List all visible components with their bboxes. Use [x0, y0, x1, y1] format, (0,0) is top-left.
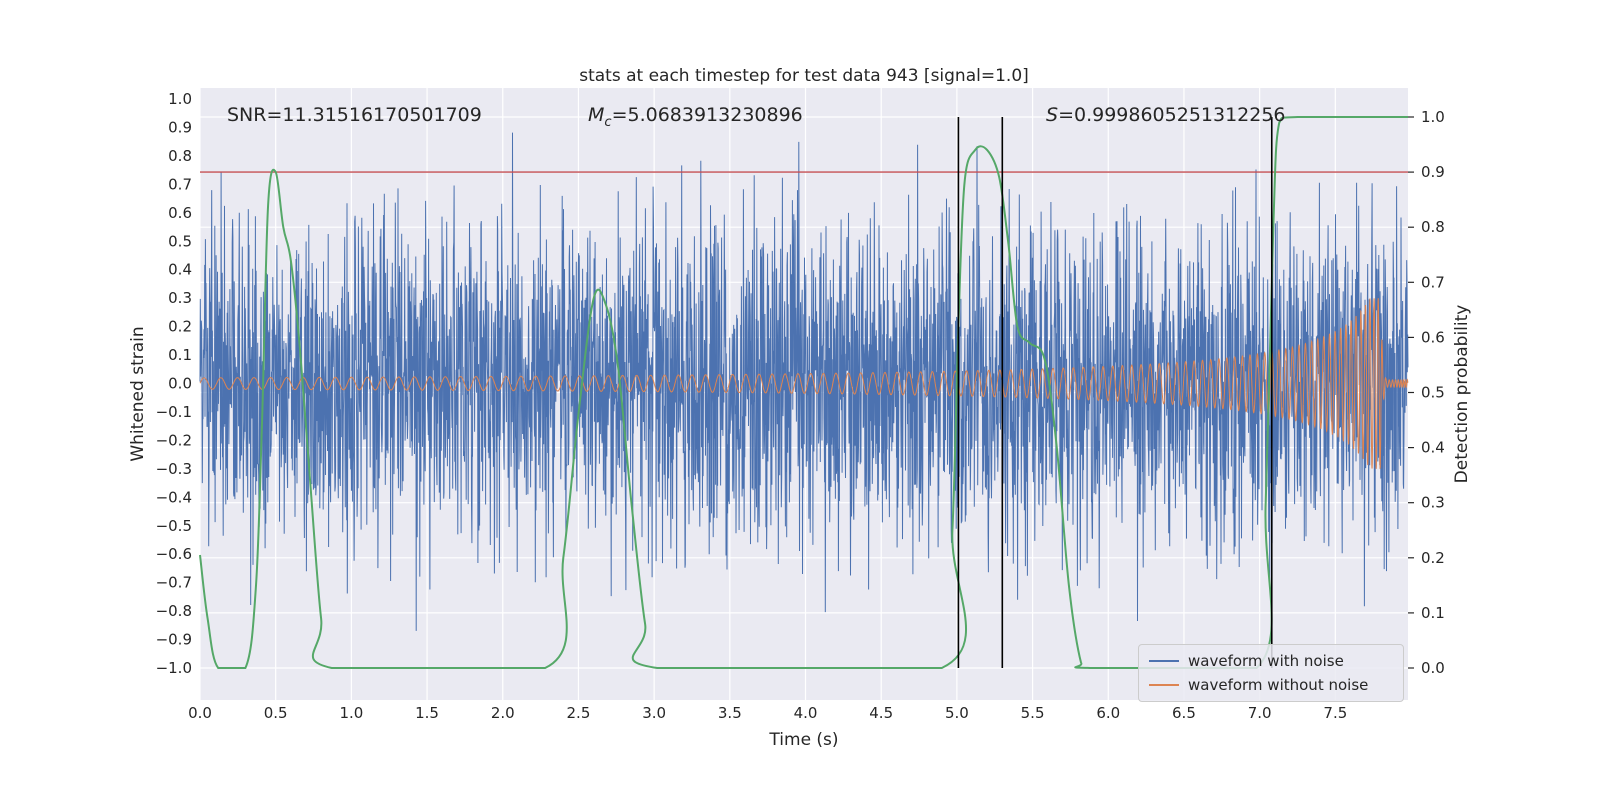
tick-label: 3.0 — [642, 704, 666, 722]
tick-label: 0.9 — [168, 118, 192, 136]
tick-label: 0.3 — [168, 289, 192, 307]
tick-label: 0.1 — [1421, 604, 1445, 622]
tick-label: 0.5 — [1421, 384, 1445, 402]
tick-label: 5.5 — [1021, 704, 1045, 722]
y-axis-label-right: Detection probability — [1452, 304, 1472, 484]
tick-label: 7.0 — [1248, 704, 1272, 722]
tick-label: 3.5 — [718, 704, 742, 722]
tick-label: 4.5 — [869, 704, 893, 722]
tick-label: 0.9 — [1421, 163, 1445, 181]
annotation-mc-symbol: M — [588, 104, 605, 126]
annotation-chirp-mass: Mc=5.0683913230896 — [588, 104, 803, 130]
annotation-s-symbol: S — [1046, 104, 1059, 126]
tick-label: −0.3 — [156, 460, 192, 478]
probability-series — [199, 115, 1408, 670]
annotation-s-value: =0.9998605251312256 — [1058, 104, 1286, 126]
annotation-snr: SNR=11.31516170501709 — [227, 104, 482, 126]
tick-label: 0.4 — [1421, 439, 1445, 457]
tick-label: −0.2 — [156, 431, 192, 449]
tick-label: 6.0 — [1096, 704, 1120, 722]
tick-label: 0.5 — [264, 704, 288, 722]
tick-label: −0.8 — [156, 602, 192, 620]
legend-line-swatch-orange — [1149, 684, 1179, 686]
tick-label: 0.6 — [168, 204, 192, 222]
tick-label: −0.9 — [156, 631, 192, 649]
tick-label: 0.7 — [168, 175, 192, 193]
tick-label: 0.8 — [168, 147, 192, 165]
tick-label: 0.0 — [1421, 659, 1445, 677]
tick-label: 0.3 — [1421, 494, 1445, 512]
annotation-mc-subscript: c — [604, 114, 612, 130]
x-axis-label: Time (s) — [769, 730, 839, 750]
legend: waveform with noise waveform without noi… — [1138, 644, 1404, 702]
tick-label: −0.5 — [156, 517, 192, 535]
tick-label: 1.0 — [168, 90, 192, 108]
tick-label: 0.0 — [168, 375, 192, 393]
tick-label: 0.2 — [168, 318, 192, 336]
annotation-mc-value: =5.0683913230896 — [611, 104, 803, 126]
tick-label: −0.4 — [156, 488, 192, 506]
tick-label: −1.0 — [156, 659, 192, 677]
annotation-snr-text: SNR=11.31516170501709 — [227, 104, 482, 126]
tick-label: 2.5 — [567, 704, 591, 722]
tick-label: 1.0 — [1421, 108, 1445, 126]
noise-waveform-series — [199, 132, 1409, 631]
legend-label-signal: waveform without noise — [1188, 676, 1369, 694]
tick-label: 0.7 — [1421, 273, 1445, 291]
signal-waveform-series — [199, 298, 1409, 469]
legend-item-signal: waveform without noise — [1149, 676, 1393, 694]
tick-label: 0.0 — [188, 704, 212, 722]
tick-label: 0.1 — [168, 346, 192, 364]
tick-label: 0.2 — [1421, 549, 1445, 567]
chart-title: stats at each timestep for test data 943… — [579, 66, 1029, 86]
tick-label: 2.0 — [491, 704, 515, 722]
y-axis-label-left: Whitened strain — [128, 326, 148, 462]
tick-label: 5.0 — [945, 704, 969, 722]
tick-label: 1.5 — [415, 704, 439, 722]
tick-label: −0.7 — [156, 574, 192, 592]
legend-line-swatch-blue — [1149, 660, 1179, 662]
annotation-score: S=0.9998605251312256 — [1046, 104, 1286, 126]
tick-label: 4.0 — [794, 704, 818, 722]
tick-label: 0.4 — [168, 261, 192, 279]
tick-label: 0.8 — [1421, 218, 1445, 236]
tick-label: −0.1 — [156, 403, 192, 421]
tick-label: 7.5 — [1323, 704, 1347, 722]
tick-label: 1.0 — [339, 704, 363, 722]
tick-label: 6.5 — [1172, 704, 1196, 722]
tick-label: 0.5 — [168, 232, 192, 250]
legend-item-noise: waveform with noise — [1149, 652, 1393, 670]
legend-label-noise: waveform with noise — [1188, 652, 1344, 670]
tick-label: −0.6 — [156, 545, 192, 563]
tick-label: 0.6 — [1421, 328, 1445, 346]
